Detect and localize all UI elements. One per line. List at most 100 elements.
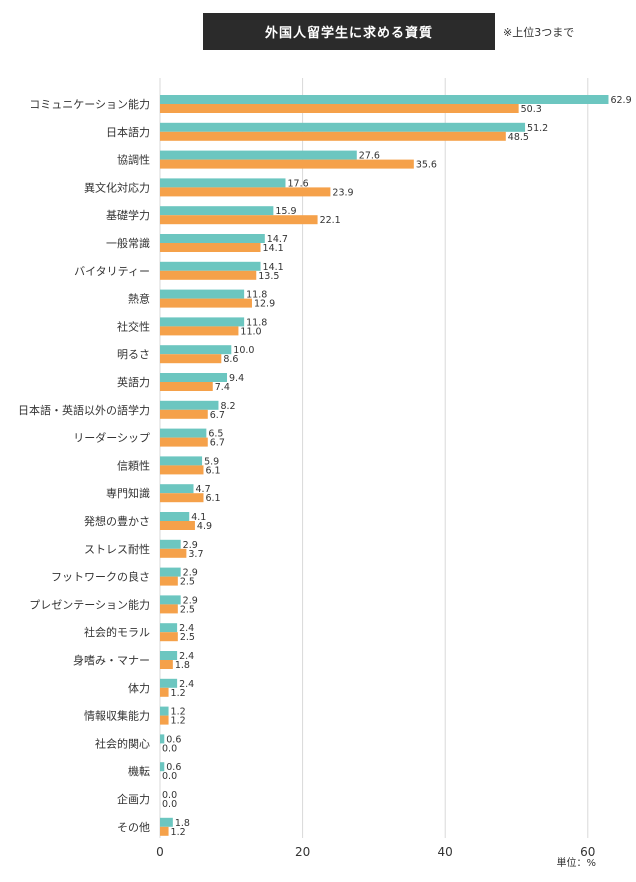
value-label: 2.5 <box>180 604 195 615</box>
category-label: 体力 <box>128 681 150 695</box>
bar-series-b <box>160 270 257 280</box>
x-tick-label: 20 <box>295 845 310 859</box>
value-label: 4.9 <box>197 521 212 532</box>
bar-series-b <box>160 826 169 836</box>
bar-series-a <box>160 651 178 660</box>
value-label: 13.5 <box>258 271 279 282</box>
value-label: 0.0 <box>162 799 177 810</box>
category-label: 日本語力 <box>106 125 150 139</box>
bar-series-a <box>160 122 526 132</box>
bar-series-a <box>160 317 245 327</box>
value-label: 2.9 <box>183 568 198 579</box>
bar-series-a <box>160 150 357 160</box>
bar-series-a <box>160 289 245 299</box>
value-label: 8.2 <box>220 401 235 412</box>
bar-series-b <box>160 354 222 364</box>
value-label: 48.5 <box>508 132 529 143</box>
value-label: 50.3 <box>521 104 542 115</box>
bar-series-a <box>160 484 194 494</box>
value-label: 7.4 <box>215 382 230 393</box>
value-label: 23.9 <box>332 187 353 198</box>
value-label: 0.0 <box>162 743 177 754</box>
value-label: 11.8 <box>246 317 267 328</box>
bar-series-b <box>160 576 178 586</box>
value-label: 4.7 <box>196 484 211 495</box>
bar-series-b <box>160 660 173 669</box>
bar-series-b <box>160 159 414 169</box>
bar-series-a <box>160 678 178 688</box>
bar-series-a <box>160 261 261 271</box>
bar-series-a <box>160 567 181 577</box>
unit-label: 単位：% <box>556 856 596 869</box>
bar-series-b <box>160 215 318 225</box>
value-label: 62.9 <box>610 95 631 106</box>
category-label: ストレス耐性 <box>84 542 150 556</box>
bar-series-a <box>160 734 165 744</box>
value-label: 6.7 <box>210 438 225 449</box>
x-axis-ticks: 0 20 40 60 <box>156 845 595 859</box>
value-label: 14.7 <box>267 234 288 245</box>
value-label: 9.4 <box>229 373 244 384</box>
bar-series-a <box>160 512 190 521</box>
value-label: 2.4 <box>179 623 194 634</box>
bar-series-b <box>160 243 261 252</box>
category-label: フットワークの良さ <box>51 570 150 584</box>
category-label: 明るさ <box>117 348 150 361</box>
value-label: 3.7 <box>188 549 203 560</box>
value-label: 0.0 <box>162 771 177 782</box>
bar-series-b <box>160 687 169 697</box>
value-label: 11.8 <box>246 290 267 301</box>
bar-series-a <box>160 595 181 605</box>
value-label: 35.6 <box>416 160 437 171</box>
bar-series-a <box>160 623 178 633</box>
category-label: 熱意 <box>128 292 150 306</box>
value-label: 4.1 <box>191 512 206 523</box>
value-label: 5.9 <box>204 456 219 467</box>
value-label: 6.7 <box>210 410 225 421</box>
category-label: 基礎学力 <box>106 208 150 222</box>
bars <box>160 95 609 836</box>
bar-series-b <box>160 298 252 308</box>
category-label: 社会的モラル <box>84 625 150 639</box>
value-label: 11.0 <box>240 326 261 337</box>
category-label: 専門知識 <box>106 486 150 500</box>
value-label: 1.2 <box>171 716 186 727</box>
value-label: 6.1 <box>205 465 220 476</box>
bar-series-a <box>160 762 165 772</box>
bar-series-a <box>160 345 232 355</box>
value-label: 12.9 <box>254 299 275 310</box>
category-label: 発想の豊かさ <box>84 514 150 528</box>
value-label: 2.9 <box>183 540 198 551</box>
bar-series-a <box>160 95 609 104</box>
value-label: 6.5 <box>208 429 223 440</box>
category-label: 一般常識 <box>106 237 150 250</box>
value-label: 10.0 <box>233 345 254 356</box>
bar-series-b <box>160 493 204 503</box>
value-label: 6.1 <box>205 493 220 504</box>
category-label: バイタリティー <box>74 265 150 278</box>
category-label: 信頼性 <box>117 458 150 472</box>
value-label: 14.1 <box>263 243 284 254</box>
value-label: 0.6 <box>166 734 181 745</box>
category-label: 社会的関心 <box>95 736 150 750</box>
bar-series-b <box>160 604 178 614</box>
bar-series-b <box>160 104 519 113</box>
value-label: 8.6 <box>223 354 238 365</box>
chart-title: 外国人留学生に求める資質 <box>203 13 495 50</box>
value-label: 14.1 <box>263 262 284 273</box>
value-label: 1.8 <box>175 660 190 671</box>
category-label: リーダーシップ <box>73 431 150 445</box>
bar-series-a <box>160 234 265 243</box>
bar-series-a <box>160 428 207 438</box>
bar-series-a <box>160 373 228 382</box>
value-label: 1.2 <box>171 688 186 699</box>
bar-series-b <box>160 187 331 197</box>
bar-series-a <box>160 456 203 466</box>
bar-series-a <box>160 400 219 410</box>
bar-series-b <box>160 409 208 419</box>
value-label: 2.5 <box>180 577 195 588</box>
value-label: 15.9 <box>275 206 296 217</box>
bar-series-b <box>160 131 506 141</box>
bar-series-a <box>160 706 169 716</box>
